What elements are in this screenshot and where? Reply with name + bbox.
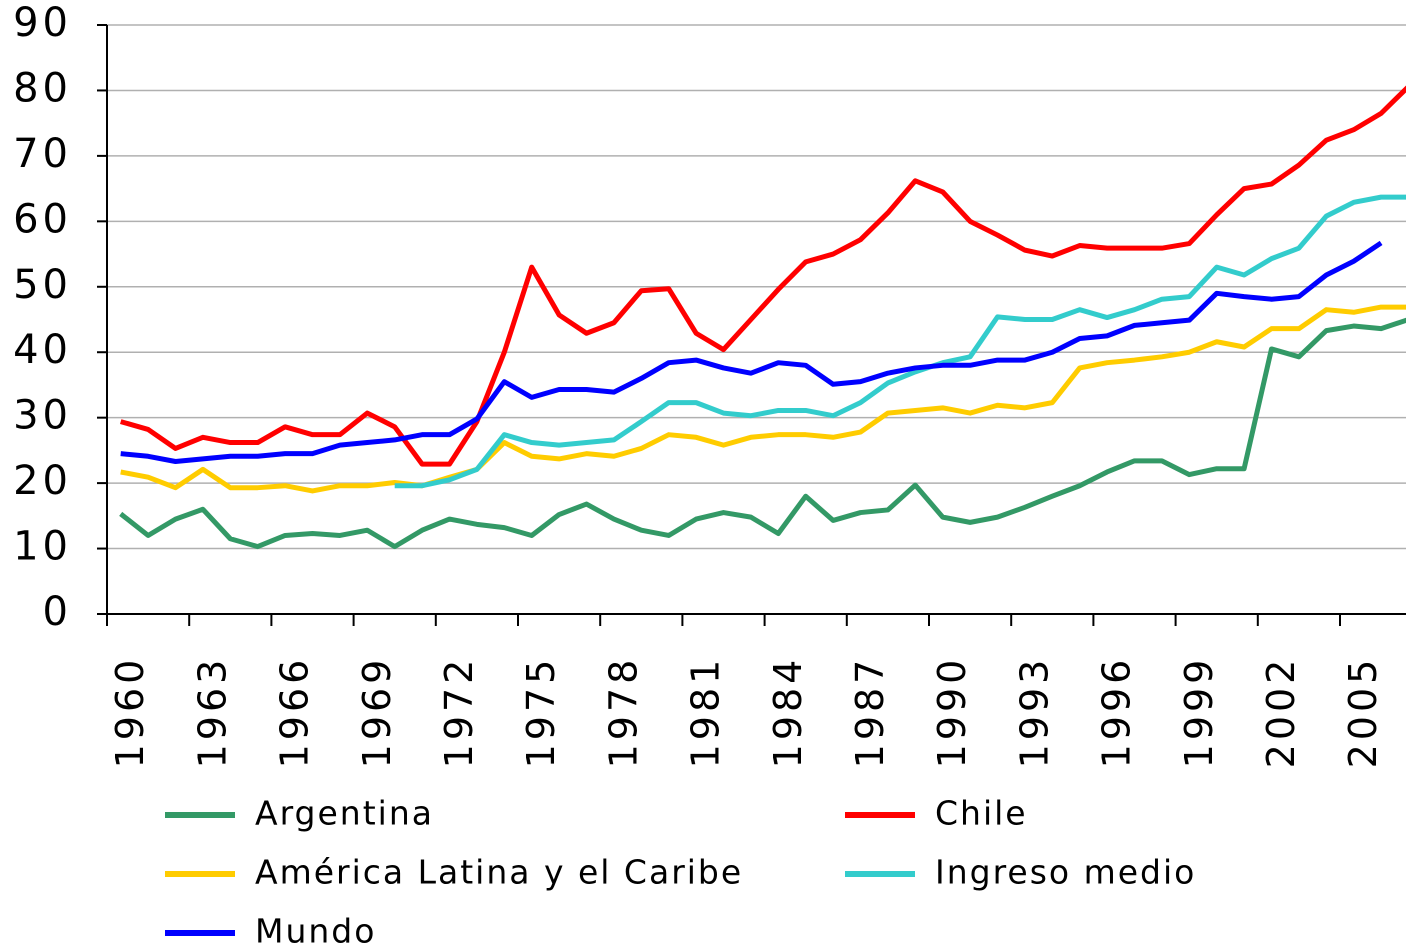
line-series: [119, 317, 1406, 550]
line-series: [394, 194, 1406, 489]
y-tick-label: 0: [43, 589, 72, 635]
x-tick-label: 1966: [273, 656, 317, 769]
y-tick-label: 50: [13, 262, 72, 308]
y-tick-label: 60: [13, 196, 72, 242]
x-tick-label: 2005: [1341, 656, 1385, 769]
y-tick-label: 70: [13, 131, 72, 177]
line-series: [120, 85, 1406, 467]
x-tick-label: 1981: [684, 656, 728, 769]
x-tick-label: 1963: [190, 656, 234, 769]
y-tick-label: 90: [13, 0, 72, 46]
legend-label: Argentina: [255, 794, 434, 833]
x-tick-label: 1972: [437, 656, 481, 769]
line-series: [120, 304, 1406, 494]
y-tick-label: 20: [13, 458, 72, 504]
x-tick-label: 1975: [519, 656, 563, 769]
y-tick-label: 80: [13, 65, 72, 111]
x-tick-label: 1999: [1177, 656, 1221, 769]
x-tick-label: 1987: [848, 656, 892, 769]
x-tick-label: 2002: [1259, 656, 1303, 769]
legend-label: América Latina y el Caribe: [255, 853, 743, 892]
y-tick-label: 40: [13, 327, 72, 373]
x-tick-label: 1996: [1095, 656, 1139, 769]
y-tick-label: 10: [13, 524, 72, 570]
x-tick-label: 1969: [355, 656, 399, 769]
legend-label: Chile: [935, 794, 1028, 833]
x-tick-label: 1993: [1012, 656, 1056, 769]
line-series: [120, 240, 1383, 465]
legend-label: Mundo: [255, 912, 376, 951]
legend-label: Ingreso medio: [935, 853, 1196, 892]
x-tick-label: 1984: [766, 656, 810, 769]
y-tick-label: 30: [13, 393, 72, 439]
x-tick-label: 1960: [108, 656, 152, 769]
x-tick-label: 1978: [601, 656, 645, 769]
x-tick-label: 1990: [930, 656, 974, 769]
